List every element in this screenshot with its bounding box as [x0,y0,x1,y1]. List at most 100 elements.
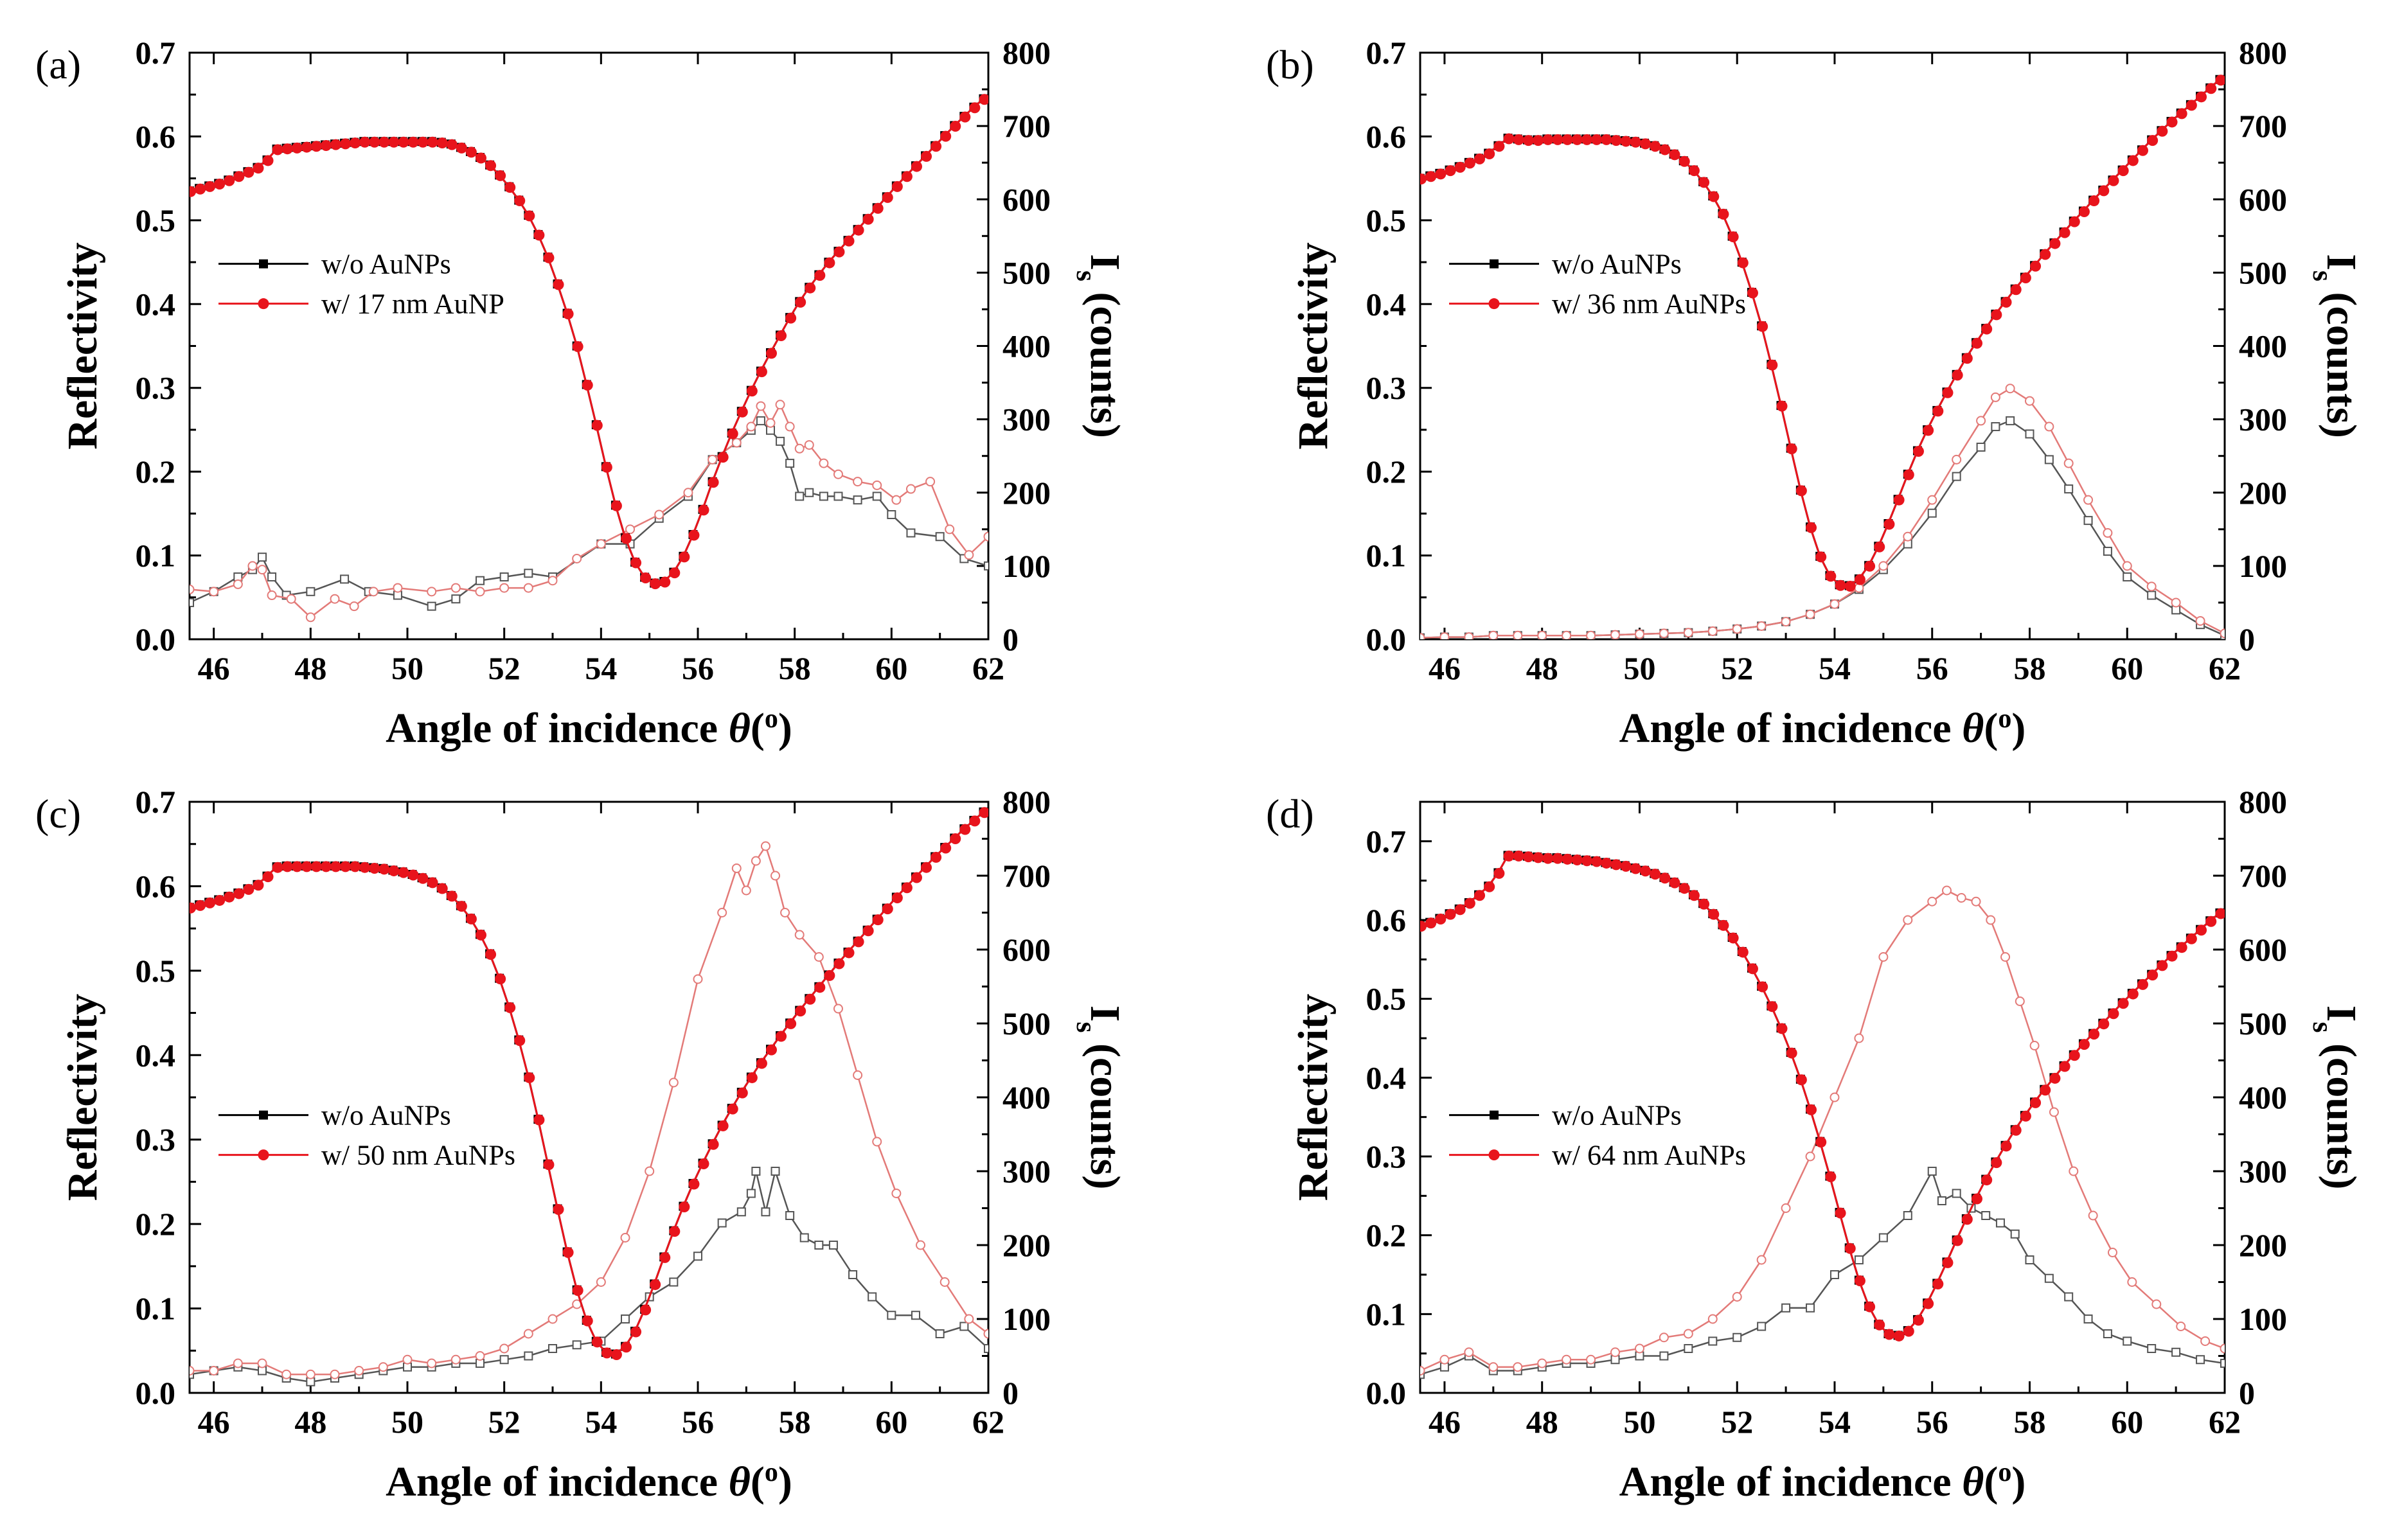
reflectivity-with-point [281,143,293,155]
reflectivity-with-point [2049,1072,2061,1084]
is-without-point [1659,1351,1669,1361]
y-right-tick-label: 500 [1002,254,1051,290]
is-with-point [1732,624,1742,634]
x-title-part: ) [778,1458,792,1505]
reflectivity-with-point [688,1178,700,1190]
is-with-point [1683,1329,1693,1339]
reflectivity-with-point [727,428,738,439]
is-with-line [1420,889,2225,1372]
reflectivity-with-point [378,863,390,875]
reflectivity-with-point [1795,1074,1807,1086]
is-with-point [814,952,824,962]
is-with-point [775,400,785,410]
is-with-point [2220,1343,2225,1354]
is-with-point [393,583,403,593]
is-with-point [746,421,756,432]
x-title: Angle of incidence θ(o) [386,1458,792,1505]
x-tick-label: 54 [585,1404,617,1440]
reflectivity-with-point [1454,161,1466,173]
reflectivity-with-point [776,1031,787,1042]
reflectivity-with-point [591,1336,603,1348]
y-right-title: Is (counts) [1071,254,1128,438]
is-without-point [2123,572,2132,581]
is-with-point [450,1354,461,1365]
is-with-line [1420,387,2225,639]
y-right-tick-label: 0 [1002,621,1019,657]
is-without-point [1995,1218,2005,1228]
reflectivity-with-point [190,186,196,197]
reflectivity-with-point [340,138,352,150]
is-with-point [2171,597,2181,608]
is-without-point [785,459,795,468]
is-without-point [872,491,882,501]
reflectivity-with-point [504,1002,516,1013]
reflectivity-with-point [1893,494,1905,506]
chart-panel-2: 46 48 50 52 54 56 58 60 62 0.0 0.1 0.2 0.3 0.4 0.5 0.6 0… [1266,35,2365,752]
reflectivity-with-point [1620,136,1632,147]
reflectivity-with-point [591,420,603,431]
reflectivity-with-point [543,252,555,263]
reflectivity-with-point [1581,134,1592,145]
reflectivity-with-point [476,152,486,164]
legend-without-marker [1490,1110,1499,1120]
is-without-point [2010,1229,2020,1239]
is-with-point [2107,1248,2117,1257]
is-with-point [1990,392,2000,402]
is-with-point [945,524,955,535]
y-right-tick-label: 800 [1002,35,1051,71]
reflectivity-with-point [1874,541,1885,553]
x-tick-label: 46 [1429,650,1461,686]
y-left-tick-label: 0.6 [136,868,176,904]
plot-area [1420,75,2225,639]
reflectivity-with-point [688,529,700,541]
reflectivity-with-point [320,139,332,151]
reflectivity-with-point [1874,1319,1885,1331]
is-without-point [1854,1255,1864,1264]
is-with-point [1903,531,1913,542]
is-without-point [984,1344,988,1353]
reflectivity-with-point [969,102,981,114]
reflectivity-with-point [398,867,409,878]
is-with-point [427,1358,437,1368]
reflectivity-with-point [679,551,690,563]
plot-area [190,807,988,1386]
reflectivity-with-point [204,181,216,192]
y-right-tick-label: 600 [1002,181,1051,217]
is-with-point [233,1358,243,1368]
reflectivity-with-point [262,155,274,166]
reflectivity-with-point [2000,296,2012,308]
reflectivity-with-point [1942,1257,1954,1268]
is-without-point [2103,547,2112,556]
y-left-tick-label: 0.1 [136,538,176,574]
is-without-point [756,416,765,425]
is-without-point [451,594,461,604]
is-with-point [2127,1277,2137,1287]
x-tick-label: 62 [2209,1404,2241,1440]
y-right-tick-label: 700 [1002,108,1051,144]
legend-with-marker [1488,1149,1500,1161]
plot-frame [188,801,990,1394]
reflectivity-with-point [1698,898,1710,910]
reflectivity-with-point [2117,165,2129,177]
reflectivity-with-point [1972,337,1983,349]
is-without-point [1830,1270,1839,1279]
reflectivity-with-point [621,1341,632,1353]
is-with-point [751,856,761,866]
reflectivity-with-point [2147,969,2159,981]
reflectivity-with-point [950,833,961,845]
is-with-point [668,1077,679,1088]
legend: w/o AuNPs w/ 50 nm AuNPs [218,1100,515,1171]
reflectivity-with-point [785,1018,797,1029]
is-with-point [983,1329,988,1339]
y-left-tick-label: 0.1 [1366,538,1407,574]
reflectivity-with-point [504,182,516,193]
reflectivity-with-point [2030,260,2042,272]
reflectivity-with-point [630,1326,642,1338]
is-with-point [286,594,296,604]
y-right-tick-label: 0 [1002,1375,1019,1411]
is-without-point [2147,590,2157,600]
is-with-point [1878,561,1889,571]
reflectivity-with-point [582,1315,593,1327]
reflectivity-with-point [1786,1047,1797,1059]
y-right-tick-label: 700 [2239,858,2287,894]
